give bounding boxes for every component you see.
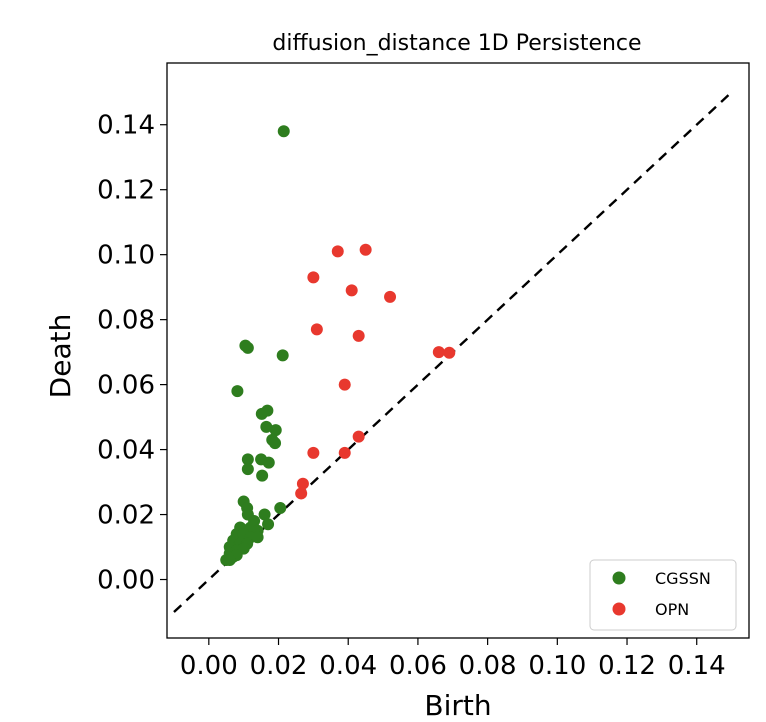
point-cgssn: [261, 404, 274, 417]
x-tick-label: 0.10: [528, 651, 586, 681]
point-cgssn: [256, 469, 269, 482]
legend-marker-cgssn: [612, 571, 626, 585]
x-tick-label: 0.06: [389, 651, 447, 681]
y-tick-label: 0.14: [97, 111, 155, 141]
y-axis-label: Death: [44, 314, 77, 399]
y-tick-label: 0.02: [97, 501, 155, 531]
point-opn: [345, 284, 358, 297]
chart-title: diffusion_distance 1D Persistence: [272, 31, 641, 56]
point-cgssn: [231, 385, 244, 398]
point-opn: [338, 446, 351, 459]
x-tick-label: 0.08: [459, 651, 517, 681]
point-cgssn: [251, 531, 264, 544]
point-cgssn: [277, 125, 290, 138]
point-opn: [432, 346, 445, 359]
point-cgssn: [241, 453, 254, 466]
point-opn: [295, 487, 308, 500]
x-axis-ticks: 0.00 0.02 0.04 0.06 0.08 0.10 0.12 0.14: [180, 638, 726, 681]
point-cgssn: [258, 508, 271, 521]
point-opn: [352, 329, 365, 342]
point-opn: [307, 446, 320, 459]
point-opn: [352, 430, 365, 443]
legend-box: [589, 559, 737, 631]
y-tick-label: 0.08: [97, 306, 155, 336]
point-cgssn: [262, 518, 275, 531]
point-opn: [310, 323, 323, 336]
point-cgssn: [274, 502, 287, 515]
y-tick-label: 0.00: [97, 566, 155, 596]
point-cgssn: [269, 437, 282, 450]
legend-label-cgssn: CGSSN: [655, 569, 711, 588]
point-opn: [296, 477, 309, 490]
x-axis-label: Birth: [424, 689, 491, 722]
point-cgssn: [276, 349, 289, 362]
point-cgssn: [241, 341, 254, 354]
point-opn: [359, 243, 372, 256]
point-cgssn: [223, 554, 236, 567]
y-tick-label: 0.04: [97, 436, 155, 466]
x-tick-label: 0.14: [668, 651, 726, 681]
y-axis-ticks: 0.00 0.02 0.04 0.06 0.08 0.10 0.12 0.14: [97, 111, 167, 596]
point-opn: [384, 290, 397, 303]
legend: CGSSN OPN: [589, 559, 737, 631]
y-tick-label: 0.12: [97, 176, 155, 206]
point-cgssn: [262, 456, 275, 469]
y-tick-label: 0.10: [97, 241, 155, 271]
x-tick-label: 0.12: [598, 651, 656, 681]
y-tick-label: 0.06: [97, 371, 155, 401]
data-points: [220, 125, 456, 567]
plot-area-frame: [166, 62, 750, 639]
legend-label-opn: OPN: [655, 600, 689, 619]
point-opn: [331, 245, 344, 258]
point-cgssn: [260, 420, 273, 433]
legend-marker-opn: [612, 602, 626, 616]
x-tick-label: 0.02: [250, 651, 308, 681]
point-opn: [443, 346, 456, 359]
point-opn: [307, 271, 320, 284]
x-tick-label: 0.00: [180, 651, 238, 681]
x-tick-label: 0.04: [319, 651, 377, 681]
point-cgssn: [269, 424, 282, 437]
point-cgssn: [241, 463, 254, 476]
point-opn: [338, 378, 351, 391]
